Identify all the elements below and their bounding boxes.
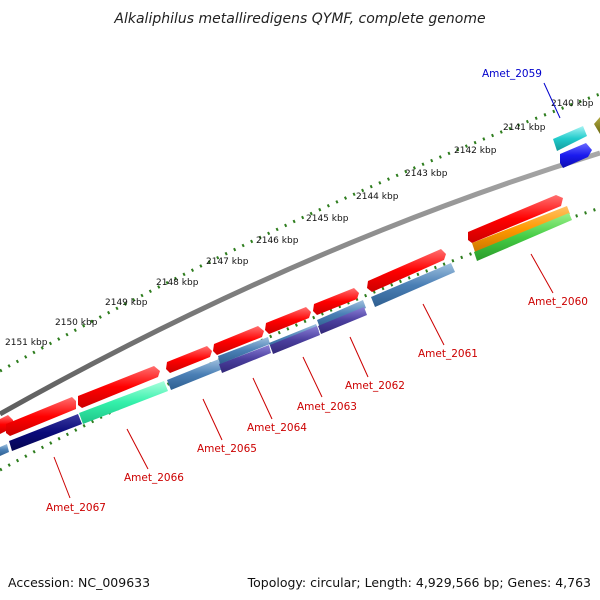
tick-label: 2146 kbp bbox=[256, 236, 299, 246]
gene-arrow[interactable] bbox=[78, 366, 160, 408]
annotation-bar[interactable] bbox=[0, 444, 9, 456]
tick-label: 2150 kbp bbox=[55, 318, 98, 328]
genome-backbone bbox=[0, 150, 600, 417]
gene-arrow[interactable] bbox=[6, 397, 76, 436]
gene-arrow[interactable] bbox=[166, 346, 212, 373]
annotation-bar[interactable] bbox=[371, 263, 455, 307]
annotation-bars bbox=[0, 117, 600, 456]
tick-label: 2149 kbp bbox=[105, 298, 148, 308]
annotation-bar[interactable] bbox=[9, 414, 82, 451]
annotation-bar[interactable] bbox=[594, 117, 600, 134]
gene-label[interactable]: Amet_2062 bbox=[345, 380, 405, 392]
tick-label: 2151 kbp bbox=[5, 338, 48, 348]
tick-label: 2148 kbp bbox=[156, 278, 199, 288]
gene-label[interactable]: Amet_2064 bbox=[247, 422, 307, 434]
gene-arrow[interactable] bbox=[213, 326, 264, 355]
annotation-bar[interactable] bbox=[167, 359, 223, 390]
annotation-bar[interactable] bbox=[472, 206, 570, 252]
gene-label[interactable]: Amet_2061 bbox=[418, 348, 478, 360]
gene-arrow[interactable] bbox=[560, 143, 592, 168]
genome-summary-text: Topology: circular; Length: 4,929,566 bp… bbox=[247, 575, 591, 590]
gene-arrow[interactable] bbox=[367, 249, 446, 292]
gene-label[interactable]: Amet_2059 bbox=[482, 68, 542, 80]
tick-label: 2140 kbp bbox=[551, 99, 594, 109]
tick-label: 2144 kbp bbox=[356, 192, 399, 202]
gene-label[interactable]: Amet_2065 bbox=[197, 443, 257, 455]
annotation-bar[interactable] bbox=[219, 345, 271, 373]
accession-text: Accession: NC_009633 bbox=[8, 575, 150, 590]
gene-labels: Amet_2059 Amet_2060 Amet_2061 Amet_2062 … bbox=[46, 68, 588, 514]
kbp-tick-labels: 2151 kbp 2150 kbp 2149 kbp 2148 kbp 2147… bbox=[5, 99, 594, 348]
annotation-bar[interactable] bbox=[318, 307, 367, 334]
tick-label: 2141 kbp bbox=[503, 123, 546, 133]
annotation-bar[interactable] bbox=[317, 300, 366, 328]
forward-strand-genes bbox=[0, 195, 563, 436]
tick-label: 2147 kbp bbox=[206, 257, 249, 267]
annotation-bar[interactable] bbox=[79, 381, 168, 424]
gene-arrow[interactable] bbox=[468, 195, 563, 243]
label-leaders bbox=[53, 82, 561, 499]
gene-arrow[interactable] bbox=[265, 307, 311, 334]
tick-label: 2145 kbp bbox=[306, 214, 349, 224]
gene-label[interactable]: Amet_2066 bbox=[124, 472, 184, 484]
tick-label: 2143 kbp bbox=[405, 169, 448, 179]
gene-label[interactable]: Amet_2063 bbox=[297, 401, 357, 413]
annotation-bar[interactable] bbox=[270, 326, 320, 354]
gene-label[interactable]: Amet_2067 bbox=[46, 502, 106, 514]
map-title: Alkaliphilus metalliredigens QYMF, compl… bbox=[113, 11, 485, 27]
tick-label: 2142 kbp bbox=[454, 146, 497, 156]
annotation-bar[interactable] bbox=[218, 337, 270, 364]
annotation-bar[interactable] bbox=[474, 213, 572, 261]
gene-label[interactable]: Amet_2060 bbox=[528, 296, 588, 308]
gene-arrow[interactable] bbox=[313, 288, 359, 315]
annotation-bar[interactable] bbox=[553, 126, 587, 151]
